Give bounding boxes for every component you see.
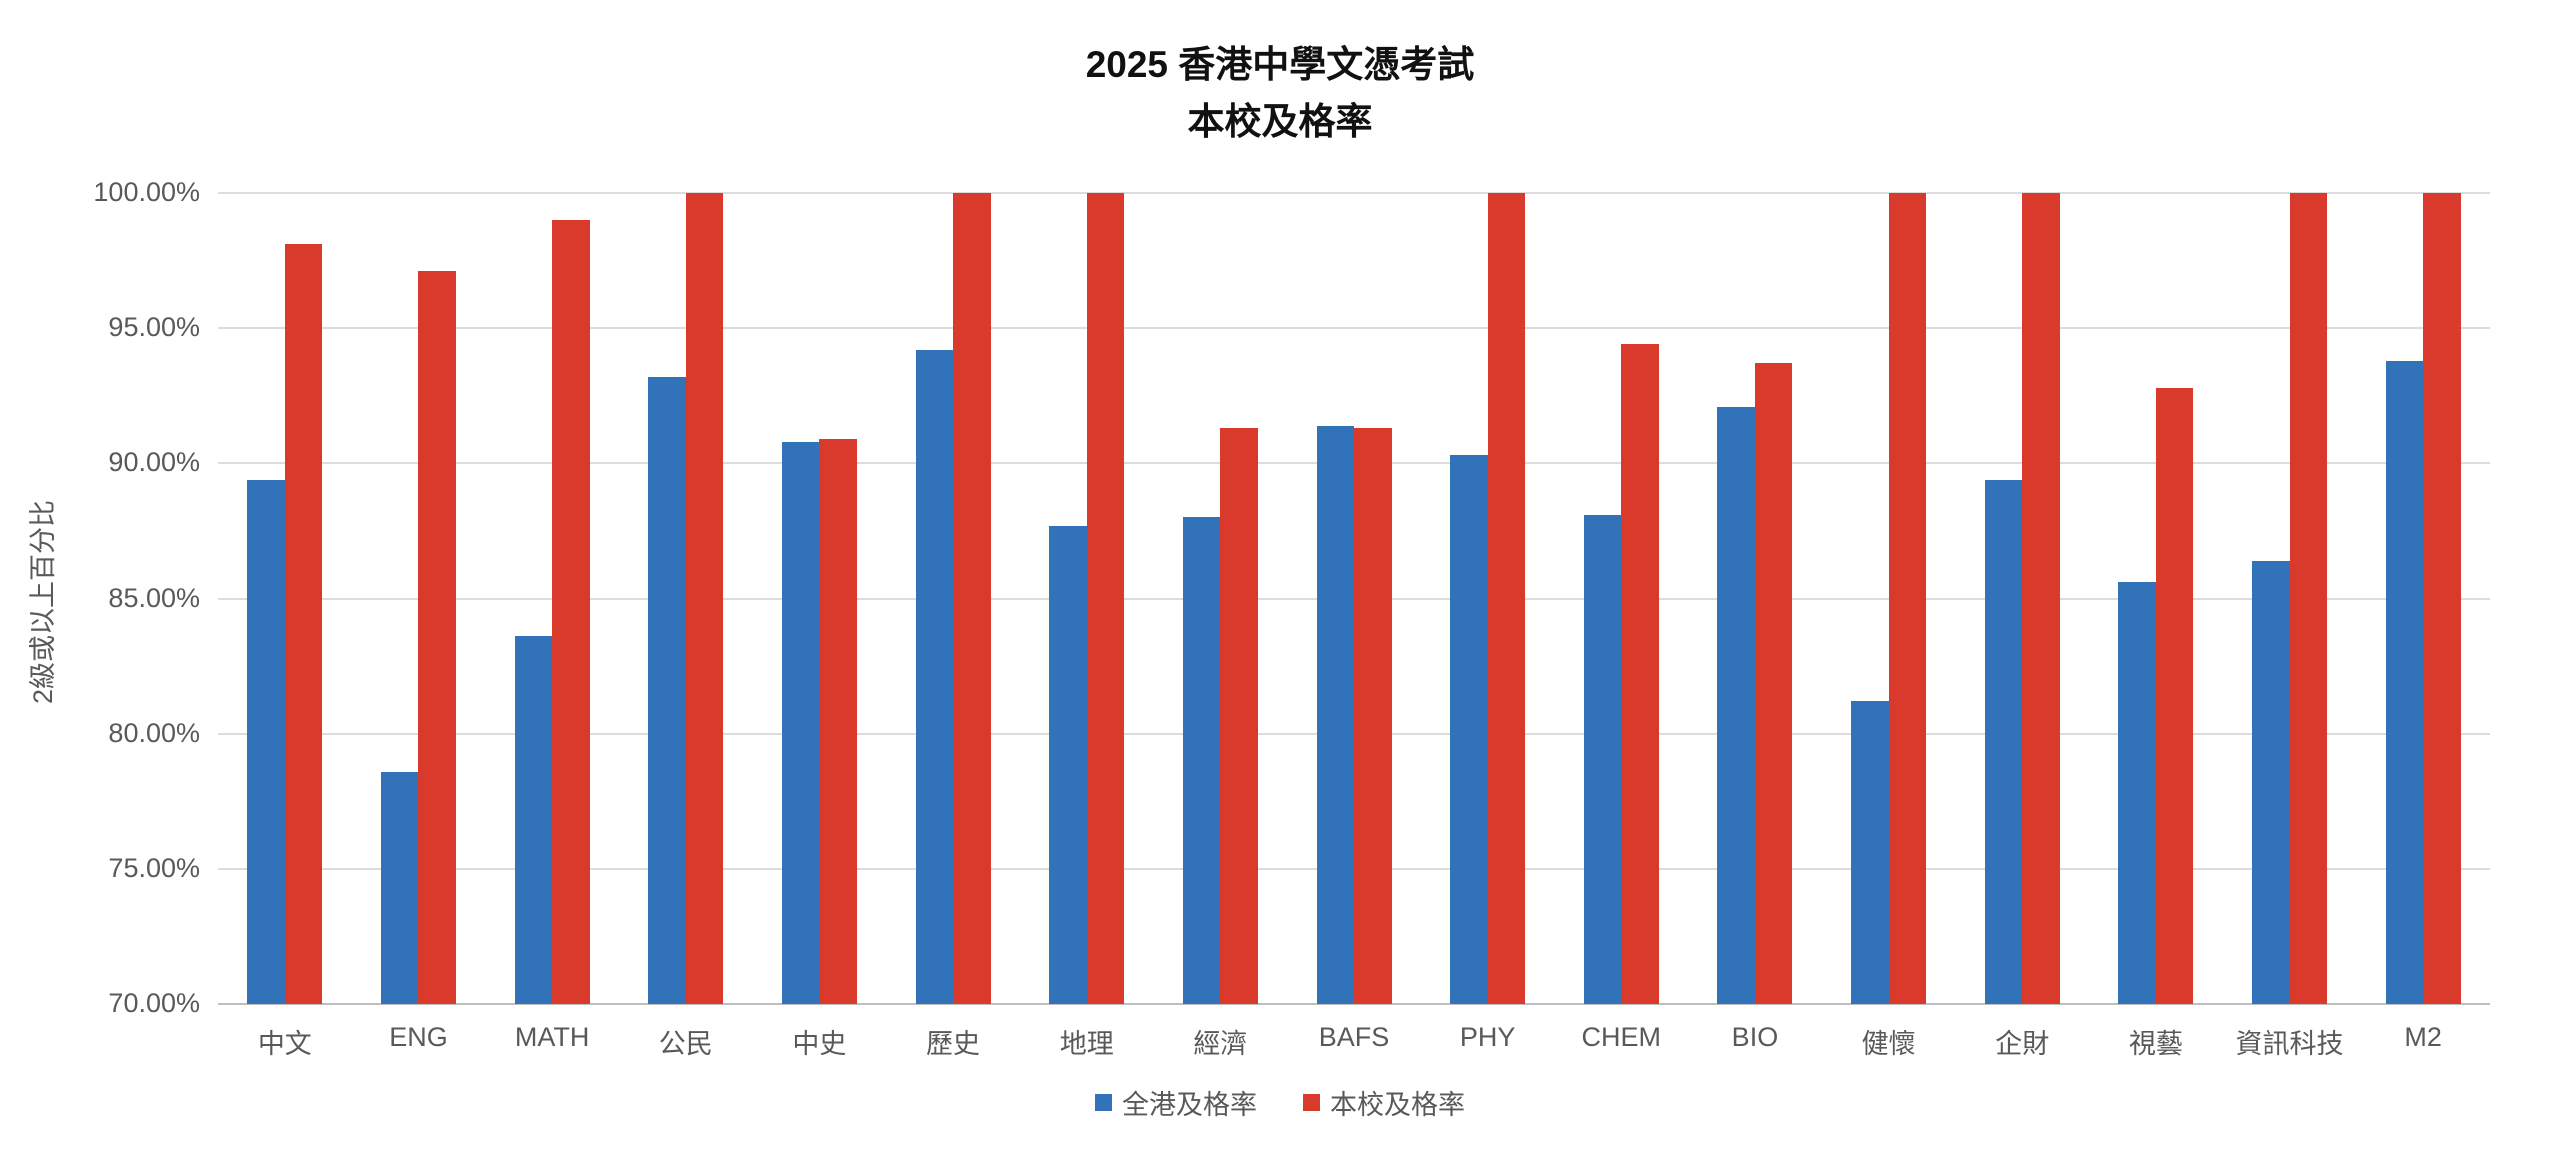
- category-label: 中史: [792, 1029, 847, 1059]
- category-label: ENG: [389, 1022, 448, 1052]
- bar-本校及格率-視藝: [2155, 387, 2194, 1004]
- plot-area: [218, 192, 2490, 1005]
- bar-全港及格率-公民: [648, 376, 686, 1004]
- category-label: CHEM: [1581, 1022, 1662, 1052]
- bar-全港及格率-BIO: [1717, 406, 1755, 1004]
- bar-本校及格率-PHY: [1487, 193, 1526, 1004]
- bar-本校及格率-CHEM: [1621, 344, 1659, 1004]
- category-label: 公民: [658, 1029, 713, 1059]
- bar-本校及格率-資訊科技: [2289, 193, 2328, 1004]
- category-label: 企財: [1995, 1029, 2050, 1059]
- x-axis-category-labels: 中文 ENG MATH 公民 中史 歷史 地理 經濟 BAFS PHY CHEM BIO 健懷 企財 視藝 資…: [0, 1022, 2560, 1062]
- legend-swatch-icon: [1303, 1093, 1320, 1111]
- bar-本校及格率-健懷: [1888, 193, 1927, 1004]
- category-label: 中文: [257, 1029, 312, 1059]
- legend-swatch-icon: [1095, 1093, 1112, 1111]
- legend-item: 本校及格率: [1303, 1083, 1465, 1122]
- legend-item: 全港及格率: [1095, 1083, 1257, 1122]
- bar-本校及格率-MATH: [552, 220, 590, 1004]
- bar-全港及格率-ENG: [380, 771, 419, 1004]
- category-label: M2: [2404, 1022, 2442, 1052]
- bar-全港及格率-歷史: [915, 349, 954, 1004]
- category-label: 視藝: [2128, 1029, 2183, 1059]
- bar-全港及格率-中文: [247, 479, 285, 1004]
- bar-全港及格率-健懷: [1851, 701, 1889, 1004]
- y-tick-label: 80.00%: [108, 717, 200, 748]
- bar-全港及格率-企財: [1984, 479, 2023, 1004]
- bar-全港及格率-中史: [781, 441, 820, 1004]
- category-label: 經濟: [1193, 1029, 1248, 1059]
- category-label: 地理: [1059, 1029, 1114, 1059]
- chart-title: 2025 香港中學文憑考試 本校及格率: [0, 36, 2560, 150]
- category-label: 資訊科技: [2235, 1029, 2344, 1059]
- bar-全港及格率-CHEM: [1583, 514, 1622, 1004]
- y-tick-label: 75.00%: [108, 852, 200, 883]
- category-label: MATH: [514, 1022, 590, 1052]
- y-tick-label: 100.00%: [93, 177, 200, 207]
- legend: 全港及格率 本校及格率: [0, 1082, 2560, 1122]
- gridline: [218, 327, 2490, 330]
- bar-本校及格率-經濟: [1220, 428, 1258, 1004]
- bar-全港及格率-PHY: [1450, 455, 1488, 1004]
- legend-label: 本校及格率: [1330, 1089, 1465, 1120]
- bar-本校及格率-ENG: [418, 271, 456, 1004]
- category-label: PHY: [1459, 1022, 1516, 1052]
- category-label: 歷史: [926, 1029, 981, 1059]
- bar-全港及格率-視藝: [2118, 582, 2156, 1004]
- chart-title-line1: 2025 香港中學文憑考試: [1085, 44, 1475, 85]
- y-tick-label: 90.00%: [108, 447, 200, 478]
- bar-本校及格率-中文: [284, 244, 323, 1004]
- y-tick-label: 95.00%: [108, 312, 200, 343]
- category-label: BIO: [1731, 1022, 1779, 1052]
- bar-本校及格率-公民: [685, 193, 724, 1004]
- bar-全港及格率-MATH: [514, 636, 553, 1004]
- y-tick-label: 70.00%: [108, 988, 200, 1018]
- x-axis-line: [218, 1003, 2490, 1005]
- bar-全港及格率-地理: [1049, 525, 1087, 1004]
- gridline: [218, 192, 2490, 194]
- bar-全港及格率-BAFS: [1316, 425, 1354, 1004]
- bar-本校及格率-BAFS: [1354, 428, 1392, 1004]
- bar-本校及格率-地理: [1086, 193, 1125, 1004]
- bar-本校及格率-企財: [2022, 193, 2060, 1004]
- category-label: BAFS: [1318, 1022, 1390, 1052]
- bar-本校及格率-中史: [819, 439, 857, 1004]
- bar-本校及格率-歷史: [953, 193, 991, 1004]
- bar-本校及格率-M2: [2423, 193, 2461, 1004]
- category-label: 健懷: [1861, 1029, 1916, 1059]
- legend-label: 全港及格率: [1122, 1089, 1257, 1120]
- bar-本校及格率-BIO: [1754, 363, 1793, 1004]
- bar-全港及格率-資訊科技: [2252, 560, 2290, 1004]
- bar-全港及格率-經濟: [1182, 517, 1221, 1004]
- bar-全港及格率-M2: [2385, 360, 2424, 1004]
- chart-title-line2: 本校及格率: [1187, 101, 1373, 142]
- y-tick-label: 85.00%: [108, 582, 200, 613]
